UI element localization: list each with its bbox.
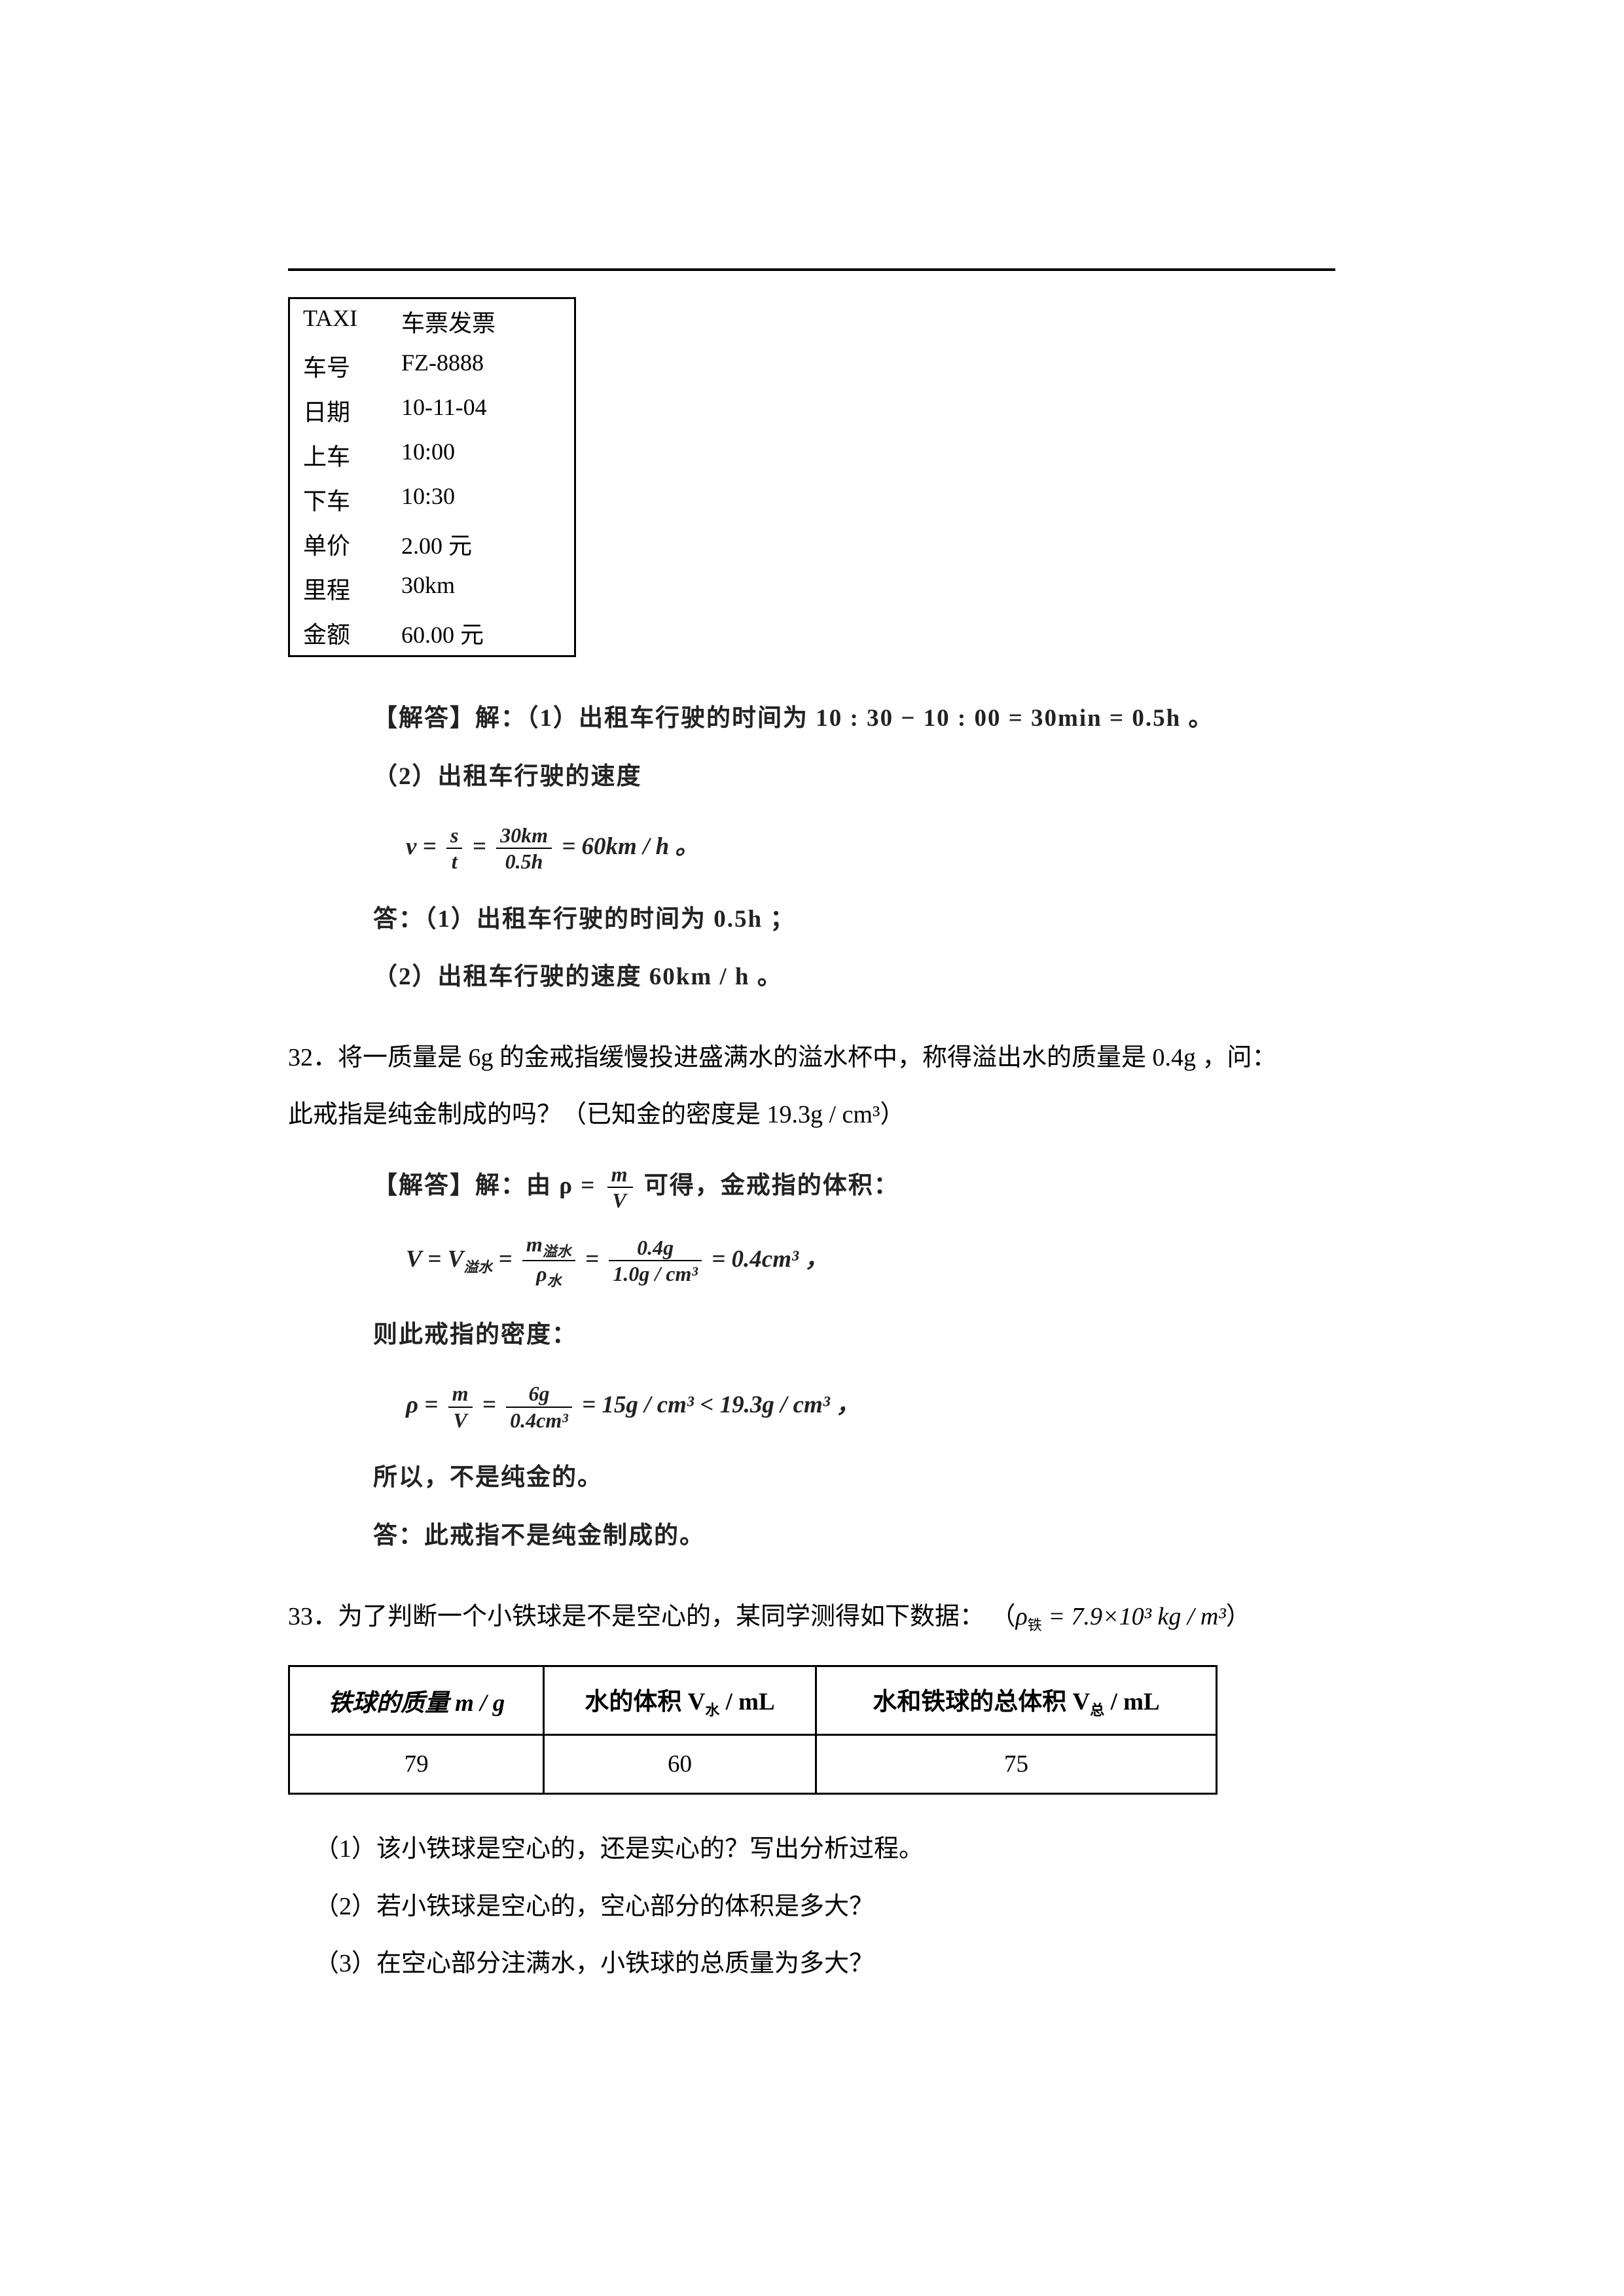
equals: = bbox=[473, 833, 492, 860]
taxi-value: 10:00 bbox=[401, 438, 561, 472]
formula-tail: = 15g / cm³ < 19.3g / cm³ ， bbox=[582, 1391, 860, 1418]
table-header: 水的体积 V水 / mL bbox=[544, 1666, 816, 1734]
solution-text: （2）出租车行驶的速度 bbox=[373, 748, 1335, 806]
question-32: 32．将一质量是 6g 的金戒指缓慢投进盛满水的溢水杯中，称得溢出水的质量是 0… bbox=[288, 1030, 1362, 1086]
intro-text: 【解答】解：由 ρ = bbox=[373, 1172, 604, 1199]
solution-31: 【解答】解：（1）出租车行驶的时间为 10 : 30 − 10 : 00 = 3… bbox=[373, 690, 1335, 1007]
fraction-denominator: ρ水 bbox=[522, 1261, 575, 1290]
table-cell: 60 bbox=[544, 1735, 816, 1794]
taxi-label: TAXI bbox=[303, 304, 401, 338]
taxi-row: 单价2.00 元 bbox=[290, 522, 574, 566]
rho-symbol: ρ bbox=[1016, 1603, 1028, 1630]
taxi-value: 30km bbox=[401, 571, 561, 605]
fraction-denominator: 0.5h bbox=[496, 849, 552, 874]
formula-density: ρ = m V = 6g 0.4cm³ = 15g / cm³ < 19.3g … bbox=[406, 1381, 1335, 1433]
sub-questions: （1）该小铁球是空心的，还是实心的？写出分析过程。 （2）若小铁球是空心的，空心… bbox=[314, 1821, 1362, 1992]
then-text: 则此戒指的密度： bbox=[373, 1306, 1335, 1365]
fraction-numerator: s bbox=[446, 823, 462, 849]
fraction-numerator: m bbox=[448, 1381, 473, 1407]
formula-tail: = 60km / h 。 bbox=[562, 833, 699, 860]
equals: = bbox=[585, 1246, 605, 1272]
answer-text: 答：（1）出租车行驶的时间为 0.5h ； bbox=[373, 891, 1335, 949]
table-data-row: 79 60 75 bbox=[289, 1735, 1217, 1794]
taxi-row: TAXI车票发票 bbox=[290, 299, 574, 344]
answer-text: 答：此戒指不是纯金制成的。 bbox=[373, 1507, 1335, 1566]
sub-question-2: （2）若小铁球是空心的，空心部分的体积是多大？ bbox=[314, 1878, 1362, 1935]
solution-32: 【解答】解：由 ρ = m V 可得，金戒指的体积： V = V溢水 = m溢水… bbox=[373, 1157, 1335, 1566]
question-32-cont: 此戒指是纯金制成的吗？（已知金的密度是 19.3g / cm³） bbox=[288, 1086, 1362, 1143]
taxi-row: 金额60.00 元 bbox=[290, 611, 574, 655]
table-header-row: 铁球的质量 m / g 水的体积 V水 / mL 水和铁球的总体积 V总 / m… bbox=[289, 1666, 1217, 1734]
table-cell: 75 bbox=[816, 1735, 1216, 1794]
table-header: 铁球的质量 m / g bbox=[289, 1666, 544, 1734]
fraction-numerator: 30km bbox=[496, 823, 552, 849]
fraction: m溢水 ρ水 bbox=[522, 1232, 575, 1291]
formula-velocity: v = s t = 30km 0.5h = 60km / h 。 bbox=[406, 823, 1335, 874]
taxi-label: 单价 bbox=[303, 527, 401, 561]
fraction-denominator: 0.4cm³ bbox=[506, 1408, 572, 1433]
question-number: 33． bbox=[288, 1603, 338, 1630]
formula-lhs: v = bbox=[406, 833, 442, 860]
taxi-receipt-table: TAXI车票发票 车号FZ-8888 日期10-11-04 上车10:00 下车… bbox=[288, 297, 576, 657]
solution-intro: 【解答】解：由 ρ = m V 可得，金戒指的体积： bbox=[373, 1157, 1335, 1215]
equals: = bbox=[499, 1246, 518, 1272]
taxi-row: 日期10-11-04 bbox=[290, 388, 574, 433]
fraction: 30km 0.5h bbox=[496, 823, 552, 874]
taxi-label: 日期 bbox=[303, 393, 401, 427]
taxi-value: 2.00 元 bbox=[401, 527, 561, 561]
fraction-denominator: V bbox=[607, 1188, 633, 1213]
fraction-numerator: m溢水 bbox=[522, 1232, 575, 1262]
table-cell: 79 bbox=[289, 1735, 544, 1794]
taxi-label: 上车 bbox=[303, 438, 401, 472]
fraction-numerator: 0.4g bbox=[609, 1235, 702, 1261]
taxi-value: 10:30 bbox=[401, 482, 561, 516]
taxi-label: 金额 bbox=[303, 616, 401, 650]
taxi-label: 车号 bbox=[303, 349, 401, 383]
sub-question-1: （1）该小铁球是空心的，还是实心的？写出分析过程。 bbox=[314, 1821, 1362, 1878]
solution-text: 【解答】解：（1）出租车行驶的时间为 10 : 30 − 10 : 00 = 3… bbox=[373, 690, 1335, 748]
measurement-table: 铁球的质量 m / g 水的体积 V水 / mL 水和铁球的总体积 V总 / m… bbox=[288, 1665, 1218, 1795]
taxi-value: 60.00 元 bbox=[401, 616, 561, 650]
rho-value: = 7.9×10³ kg / m³ bbox=[1042, 1603, 1226, 1630]
taxi-label: 里程 bbox=[303, 571, 401, 605]
formula-lhs: ρ = bbox=[406, 1391, 444, 1418]
fraction: 0.4g 1.0g / cm³ bbox=[609, 1235, 702, 1287]
formula-volume: V = V溢水 = m溢水 ρ水 = 0.4g 1.0g / cm³ = 0.4… bbox=[406, 1232, 1335, 1291]
fraction-denominator: V bbox=[448, 1408, 473, 1433]
so-text: 所以，不是纯金的。 bbox=[373, 1449, 1335, 1507]
question-33: 33．为了判断一个小铁球是不是空心的，某同学测得如下数据： （ρ铁 = 7.9×… bbox=[288, 1588, 1362, 1645]
formula-tail: = 0.4cm³ ， bbox=[712, 1246, 829, 1272]
paren-open: （ bbox=[991, 1603, 1016, 1630]
fraction-numerator: 6g bbox=[506, 1381, 572, 1407]
taxi-row: 上车10:00 bbox=[290, 433, 574, 477]
rho-subscript: 铁 bbox=[1028, 1617, 1042, 1633]
question-text: 将一质量是 6g 的金戒指缓慢投进盛满水的溢水杯中，称得溢出水的质量是 0.4g… bbox=[338, 1044, 1277, 1071]
fraction: m V bbox=[448, 1381, 473, 1433]
subscript: 溢水 bbox=[463, 1259, 492, 1275]
paren-close: ） bbox=[1226, 1603, 1251, 1630]
sub-question-3: （3）在空心部分注满水，小铁球的总质量为多大？ bbox=[314, 1935, 1362, 1992]
taxi-value: 10-11-04 bbox=[401, 393, 561, 427]
fraction: m V bbox=[607, 1162, 633, 1213]
answer-text: （2）出租车行驶的速度 60km / h 。 bbox=[373, 948, 1335, 1007]
equals: = bbox=[482, 1391, 502, 1418]
taxi-row: 车号FZ-8888 bbox=[290, 344, 574, 388]
fraction-denominator: 1.0g / cm³ bbox=[609, 1261, 702, 1286]
formula-lhs: V = V bbox=[406, 1246, 463, 1272]
taxi-label: 下车 bbox=[303, 482, 401, 516]
table-header: 水和铁球的总体积 V总 / mL bbox=[816, 1666, 1216, 1734]
intro-tail: 可得，金戒指的体积： bbox=[644, 1172, 899, 1199]
fraction-numerator: m bbox=[607, 1162, 633, 1188]
fraction: s t bbox=[446, 823, 462, 874]
question-number: 32． bbox=[288, 1044, 338, 1071]
taxi-value: 车票发票 bbox=[401, 304, 561, 338]
page-content: TAXI车票发票 车号FZ-8888 日期10-11-04 上车10:00 下车… bbox=[288, 268, 1362, 1992]
fraction-denominator: t bbox=[446, 849, 462, 874]
fraction: 6g 0.4cm³ bbox=[506, 1381, 572, 1433]
taxi-row: 里程30km bbox=[290, 566, 574, 611]
taxi-row: 下车10:30 bbox=[290, 477, 574, 522]
taxi-value: FZ-8888 bbox=[401, 349, 561, 383]
horizontal-rule bbox=[288, 268, 1335, 271]
question-text: 为了判断一个小铁球是不是空心的，某同学测得如下数据： bbox=[338, 1603, 984, 1630]
